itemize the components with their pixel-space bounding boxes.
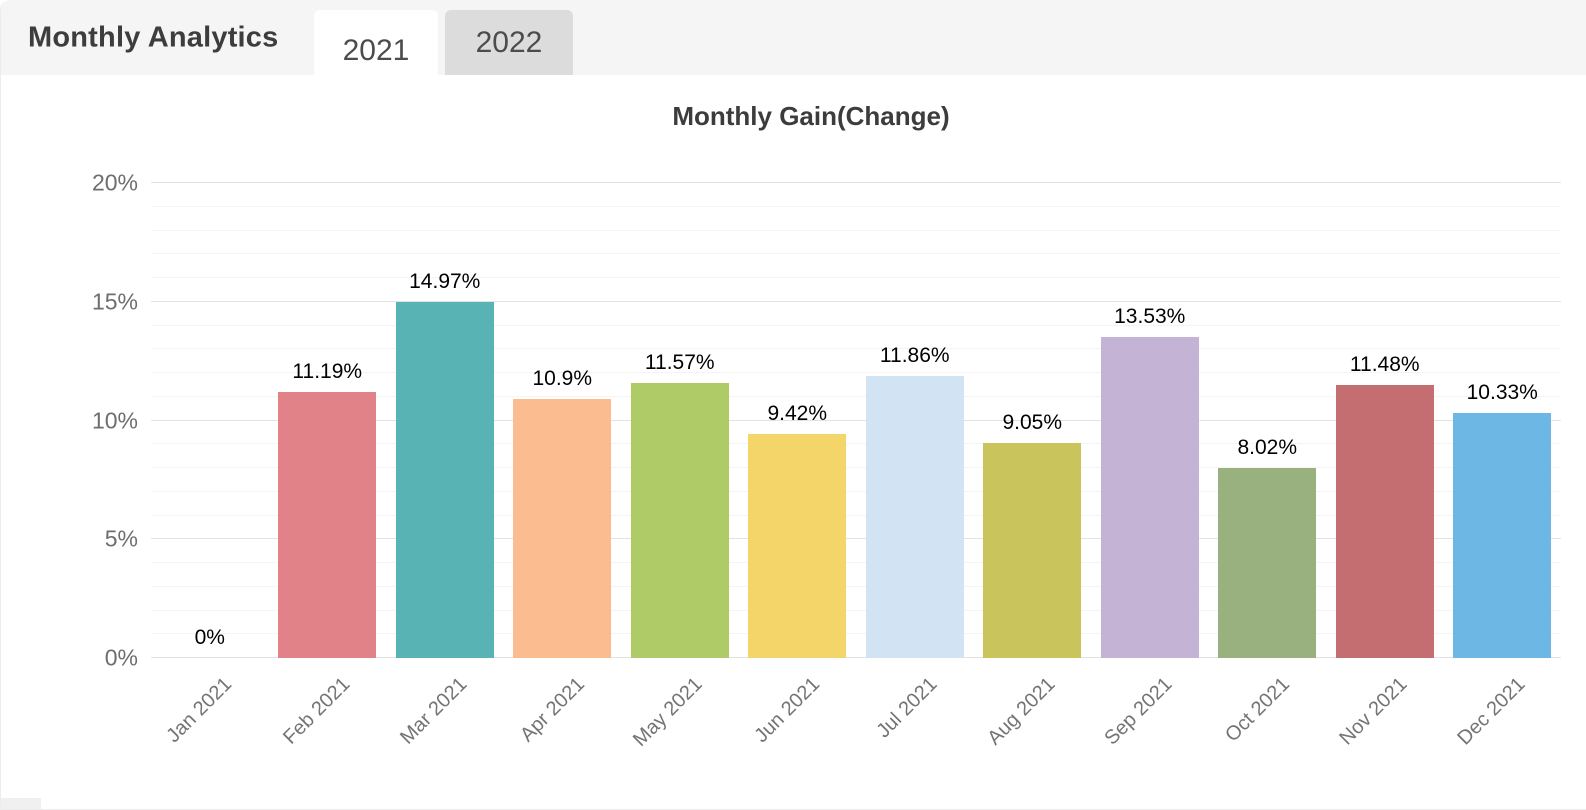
minor-gridline [151,229,1561,231]
bar-aug-2021[interactable] [983,443,1082,658]
data-label: 13.53% [1114,304,1186,328]
data-label: 10.33% [1466,380,1538,404]
x-axis-tick: Jun 2021 [750,673,825,748]
minor-gridline [151,633,1561,635]
tab-2022-label: 2022 [475,25,543,59]
major-gridline [151,657,1561,658]
tab-2022[interactable]: 2022 [445,10,573,75]
x-axis-tick: Nov 2021 [1335,673,1412,750]
data-label: 9.05% [1002,411,1063,435]
bar-jun-2021[interactable] [748,434,847,658]
minor-gridline [151,253,1561,255]
plot-area: 0% 5% 10% 15% 20% 0% Jan 2021 11.19% Feb 2021 14.… [92,171,1561,751]
tab-2021[interactable]: 2021 [314,10,438,92]
minor-gridline [151,514,1561,516]
major-gridline [151,419,1561,421]
bar-mar-2021[interactable] [395,302,494,658]
bar-may-2021[interactable] [630,383,729,658]
bar-apr-2021[interactable] [513,399,612,658]
tab-2021-label: 2021 [342,34,410,67]
major-gridline [151,538,1561,540]
data-label: 0% [194,626,225,649]
data-label: 8.02% [1237,435,1298,459]
data-label: 11.86% [879,344,950,368]
major-gridline [151,300,1561,302]
bar-oct-2021[interactable] [1218,467,1317,658]
data-label: 9.42% [767,402,828,426]
minor-gridline [151,585,1561,587]
header-bar: Monthly Analytics 2021 2022 [1,0,1586,92]
y-axis-tick: 0% [104,644,138,671]
minor-gridline [151,372,1561,373]
data-label: 14.97% [409,270,481,294]
bar-jul-2021[interactable] [865,376,964,658]
x-axis-tick: Mar 2021 [396,673,472,749]
y-axis-tick: 5% [104,525,138,552]
minor-gridline [151,205,1561,207]
minor-gridline [151,277,1561,278]
year-tabs: 2021 2022 [314,10,573,92]
minor-gridline [151,562,1561,563]
x-axis-tick: May 2021 [628,673,707,751]
minor-gridline [151,490,1561,492]
y-axis-tick: 10% [91,407,138,433]
x-axis-tick: Sep 2021 [1100,673,1177,750]
x-axis-tick: Jul 2021 [872,673,942,743]
bar-sep-2021[interactable] [1100,336,1199,658]
bar-nov-2021[interactable] [1335,385,1434,658]
data-label: 11.57% [644,351,715,375]
scrollbar-corner [1,798,41,809]
y-axis-tick: 15% [91,288,138,315]
minor-gridline [151,609,1561,611]
data-label: 10.9% [532,367,593,391]
bar-feb-2021[interactable] [278,392,377,658]
x-axis-tick: Apr 2021 [516,673,590,747]
x-axis-tick: Dec 2021 [1452,673,1530,750]
minor-gridline [151,443,1561,445]
minor-gridline [151,348,1561,350]
minor-gridline [151,395,1561,397]
bar-dec-2021[interactable] [1453,412,1552,658]
x-axis-tick: Jan 2021 [162,673,237,748]
minor-gridline [151,324,1561,326]
data-label: 11.19% [292,360,363,384]
x-axis-tick: Oct 2021 [1221,673,1295,747]
chart-title: Monthly Gain(Change) [672,101,950,131]
major-gridline [151,182,1561,183]
x-axis-tick: Feb 2021 [278,673,355,749]
y-axis-tick: 20% [91,169,138,196]
page-title: Monthly Analytics [28,21,279,53]
data-label: 11.48% [1349,353,1420,377]
x-axis-tick: Aug 2021 [982,673,1060,750]
minor-gridline [151,467,1561,468]
